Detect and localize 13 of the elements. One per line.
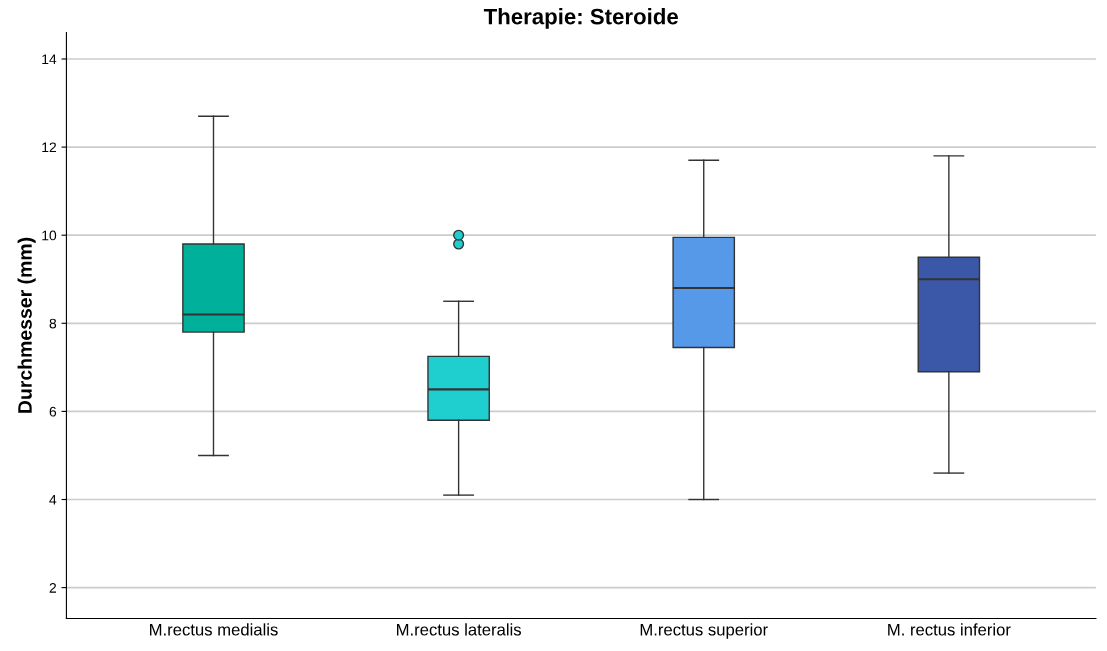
y-tick-label: 8 (49, 318, 57, 329)
y-tick-label: 2 (49, 582, 56, 593)
y-tick-label: 10 (42, 230, 57, 241)
x-tick-label: M.rectus medialis (150, 623, 278, 636)
chart-title: Therapie: Steroide (483, 8, 678, 29)
x-tick-label: M.rectus superior (640, 623, 768, 639)
y-tick-label: 14 (42, 54, 57, 65)
y-tick-label: 6 (49, 406, 57, 417)
y-tick-label: 12 (42, 142, 56, 153)
x-tick-label: M. rectus inferior (888, 623, 1011, 636)
y-axis-title: Durchmesser (mm) (17, 237, 36, 413)
y-tick-label: 4 (49, 494, 57, 505)
x-tick-label: M.rectus lateralis (397, 623, 521, 636)
